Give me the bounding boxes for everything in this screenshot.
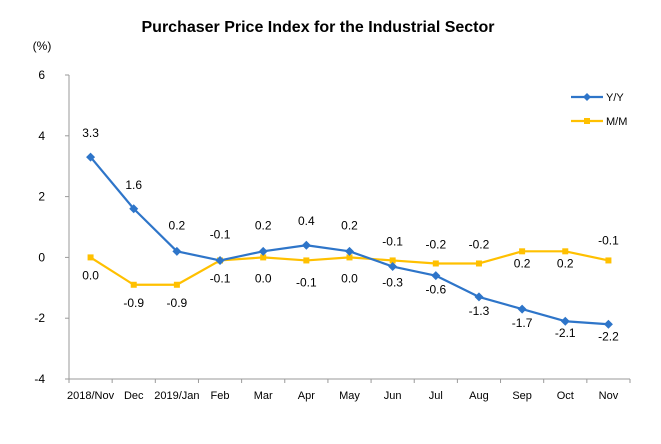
yy-point <box>431 271 441 281</box>
axes: 6 4 2 0 -2 -4 2018/Nov Dec 2019/Jan Feb Mar Apr May J… <box>34 68 631 402</box>
mm-point <box>562 248 569 255</box>
y-unit-label: (%) <box>33 39 52 53</box>
x-tick-label: May <box>339 390 360 402</box>
legend: Y/Y M/M <box>571 92 627 128</box>
x-tick-label: Sep <box>512 390 532 402</box>
mm-data-label: -0.9 <box>167 296 188 310</box>
chart-title: Purchaser Price Index for the Industrial… <box>142 19 495 36</box>
mm-point <box>475 260 482 267</box>
yy-data-label: -1.7 <box>512 316 533 330</box>
yy-point <box>560 316 570 326</box>
legend-label: Y/Y <box>606 92 624 104</box>
yy-point <box>215 255 225 265</box>
markers <box>86 152 613 329</box>
mm-data-label: -0.1 <box>598 233 619 247</box>
x-tick-label: 2019/Jan <box>154 390 199 402</box>
mm-point <box>389 257 396 264</box>
yy-data-label: -1.3 <box>469 304 490 318</box>
yy-point <box>301 240 311 250</box>
mm-data-label: -0.1 <box>296 275 317 289</box>
mm-data-label: -0.9 <box>123 296 144 310</box>
yy-data-label: 0.2 <box>341 218 358 232</box>
yy-point <box>345 246 354 256</box>
yy-data-label: 0.2 <box>169 218 186 232</box>
data-labels: 3.3 1.6 0.2 -0.1 0.2 0.4 0.2 -0.3 -0.6 -1.3 -1.7 -2… <box>82 126 619 343</box>
yy-point <box>172 246 182 256</box>
mm-data-label: 0.2 <box>557 256 574 270</box>
legend-marker <box>583 93 591 101</box>
legend-marker <box>584 118 590 124</box>
yy-data-label: 0.4 <box>298 214 315 228</box>
mm-data-label: -0.1 <box>382 234 403 248</box>
mm-data-label: -0.2 <box>469 237 490 251</box>
yy-data-label: 0.2 <box>255 218 272 232</box>
x-tick-label: 2018/Nov <box>67 390 115 402</box>
mm-data-label: -0.1 <box>210 271 231 285</box>
yy-point <box>474 292 484 302</box>
mm-point <box>260 254 267 261</box>
x-tick-label: Feb <box>211 390 230 402</box>
x-tick-label: Dec <box>124 390 144 402</box>
mm-point <box>432 260 439 267</box>
mm-point <box>303 257 310 264</box>
mm-data-label: 0.0 <box>82 268 99 282</box>
y-tick-label: -2 <box>34 311 45 325</box>
yy-data-label: -2.2 <box>598 329 619 343</box>
x-tick-label: Apr <box>298 390 315 402</box>
x-tick-label: Oct <box>557 390 574 402</box>
mm-point <box>605 257 612 264</box>
yy-point <box>86 152 96 162</box>
yy-point <box>129 204 139 214</box>
yy-data-label: -0.1 <box>210 227 231 241</box>
mm-point <box>87 254 94 261</box>
y-tick-label: -4 <box>34 372 45 386</box>
mm-point <box>130 281 137 288</box>
mm-point <box>346 254 353 261</box>
x-tick-label: Aug <box>469 390 489 402</box>
yy-data-label: 1.6 <box>125 178 142 192</box>
yy-data-label: -2.1 <box>555 326 576 340</box>
mm-data-label: 0.0 <box>255 271 272 285</box>
yy-point <box>517 304 527 314</box>
x-tick-label: Jun <box>384 390 402 402</box>
yy-data-label: 3.3 <box>82 126 99 140</box>
yy-point <box>603 319 613 329</box>
yy-data-label: -0.6 <box>425 283 446 297</box>
yy-point <box>258 246 268 256</box>
mm-point <box>173 281 180 288</box>
mm-data-label: -0.2 <box>425 237 446 251</box>
mm-data-label: 0.0 <box>341 271 358 285</box>
x-tick-label: Jul <box>429 390 443 402</box>
x-tick-label: Nov <box>599 390 619 402</box>
y-tick-label: 2 <box>38 190 45 204</box>
yy-data-label: -0.3 <box>382 276 403 290</box>
mm-point <box>519 248 526 255</box>
mm-data-label: 0.2 <box>514 256 531 270</box>
x-tick-label: Mar <box>254 390 273 402</box>
y-tick-label: 4 <box>38 129 45 143</box>
legend-label: M/M <box>606 116 627 128</box>
yy-point <box>388 262 398 272</box>
y-tick-label: 0 <box>38 250 45 264</box>
y-tick-label: 6 <box>38 68 45 82</box>
